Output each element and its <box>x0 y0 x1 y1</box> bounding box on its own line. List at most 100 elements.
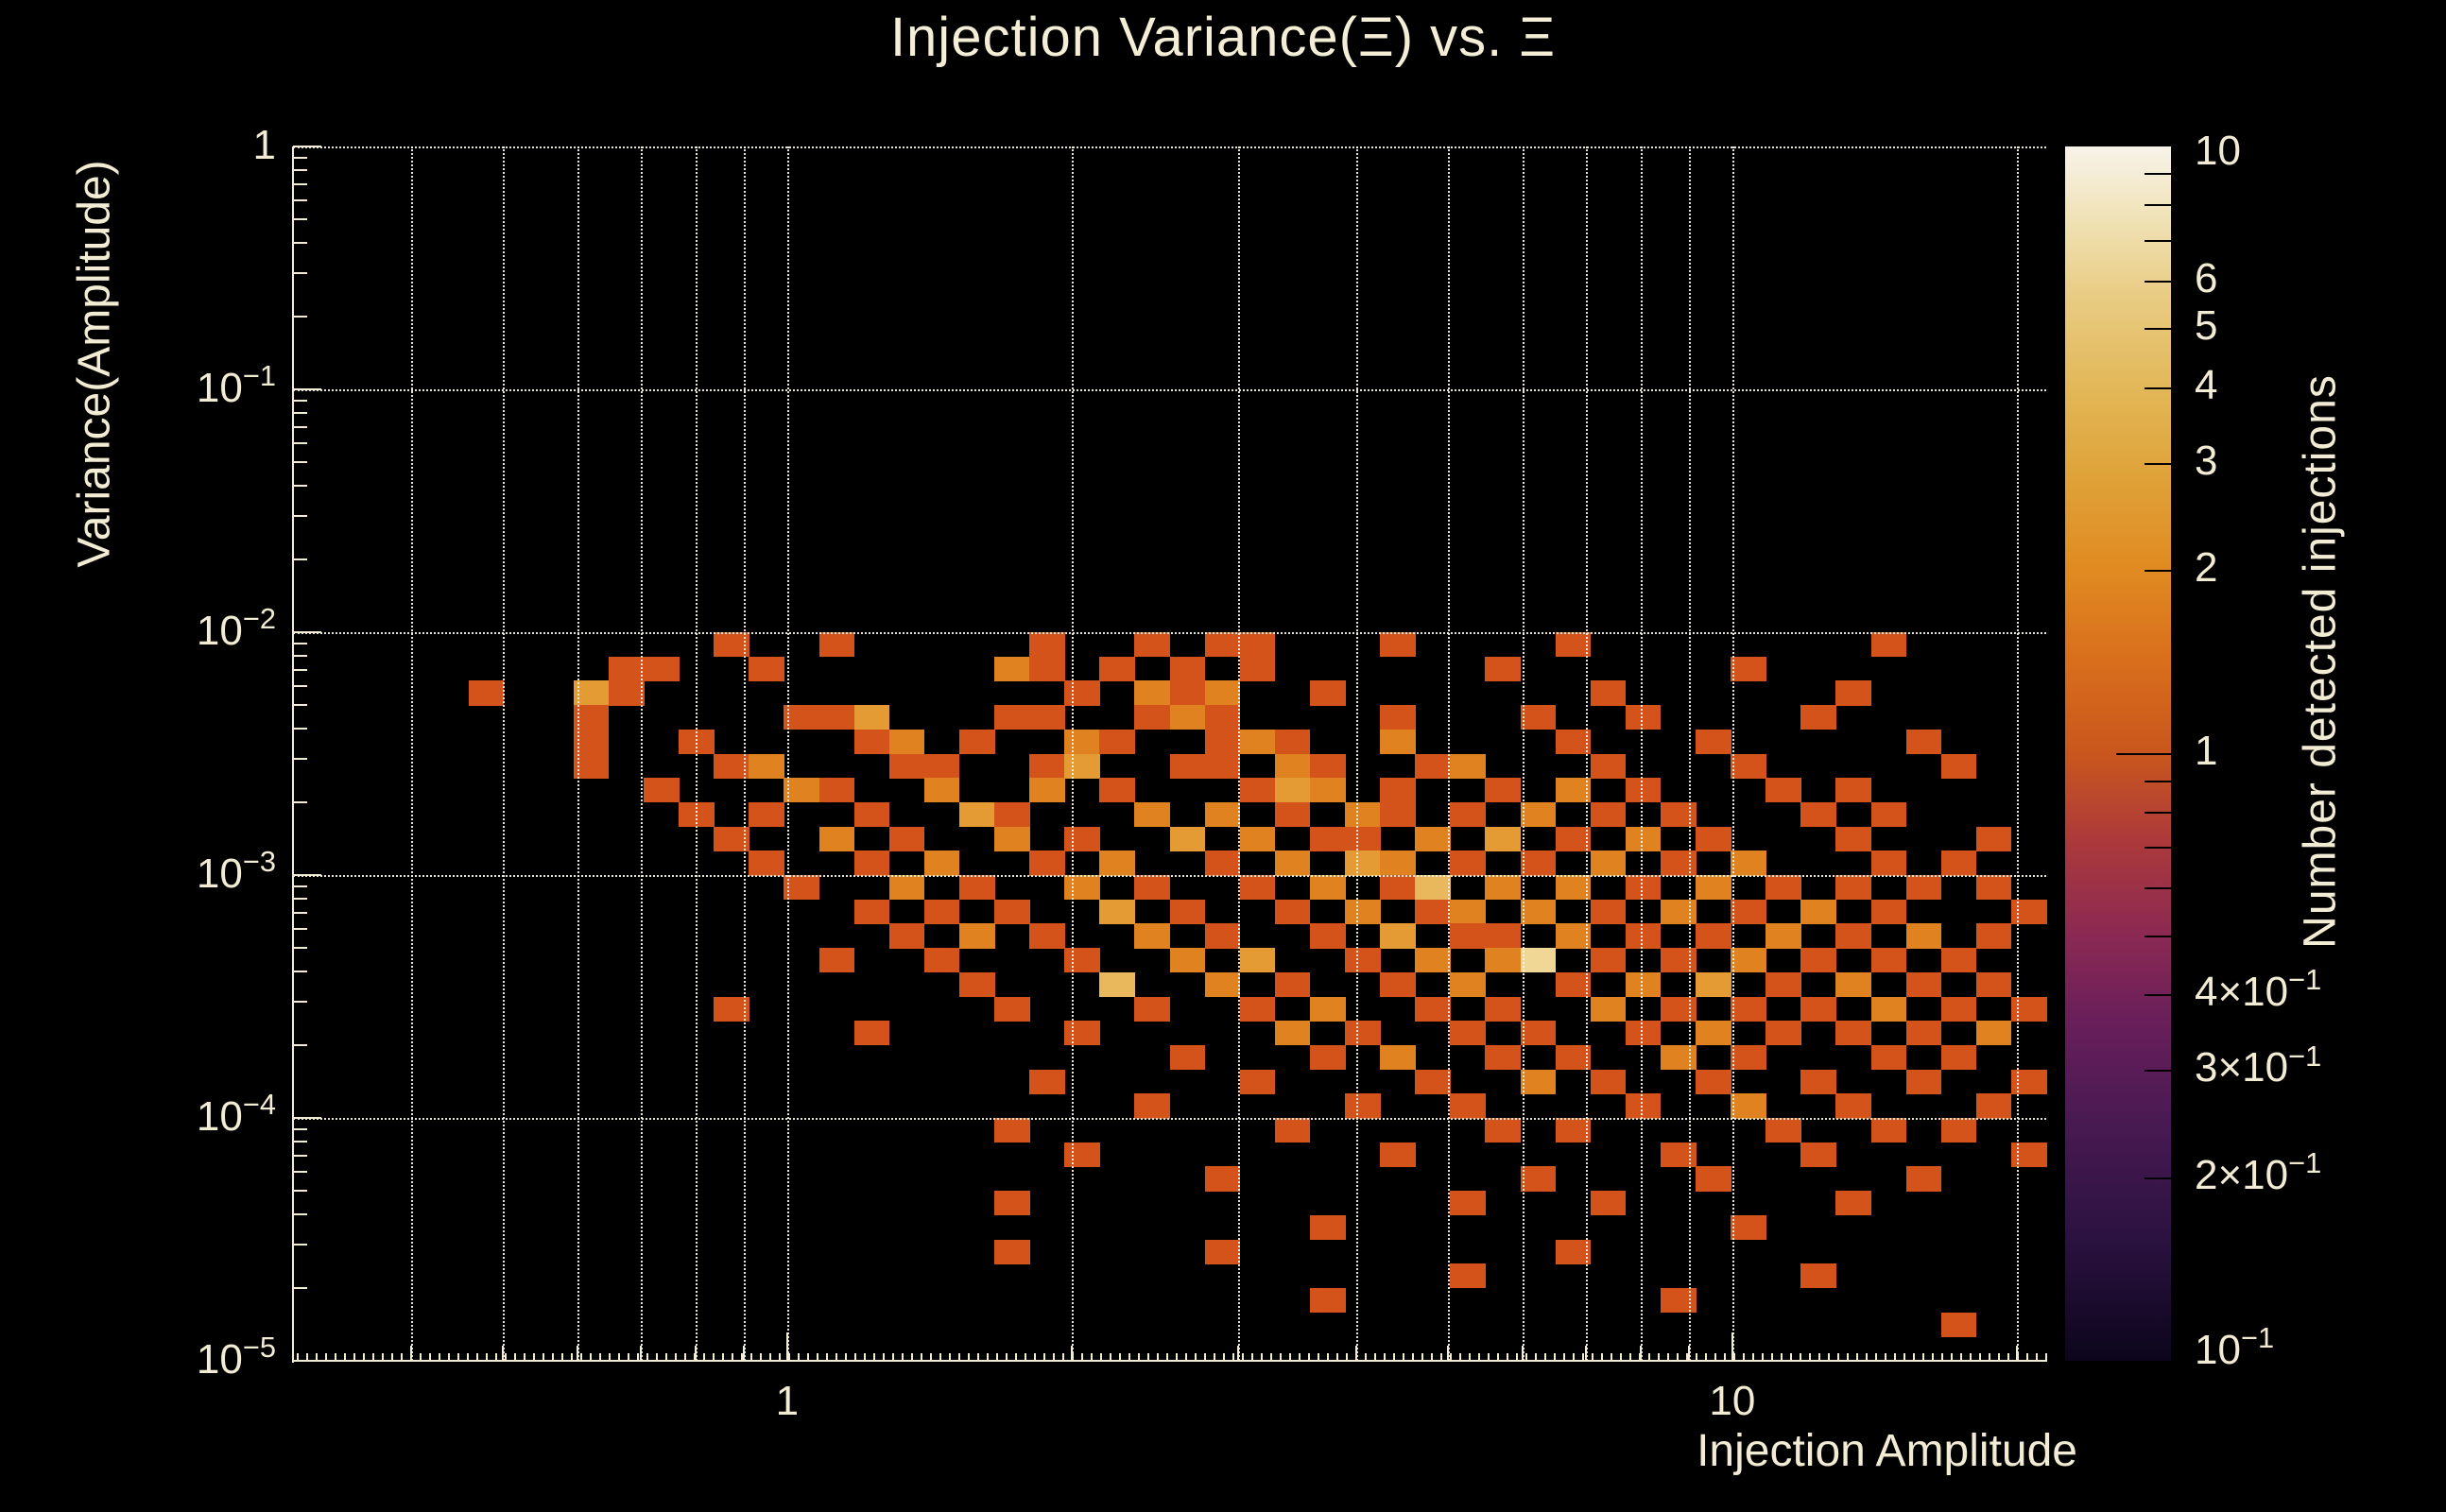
colorbar-minor-tick <box>2145 173 2171 176</box>
y-minor-tick <box>293 668 307 671</box>
x-gridline <box>744 146 747 1361</box>
x-sub-tick <box>1365 1353 1367 1361</box>
heatmap-cell <box>1731 656 1766 681</box>
heatmap-cell <box>1870 996 1907 1022</box>
heatmap-cell <box>1766 971 1801 998</box>
y-minor-tick <box>293 199 307 201</box>
y-gridline <box>293 875 2046 877</box>
x-sub-tick <box>1601 1353 1603 1361</box>
x-axis-line <box>292 1360 2047 1362</box>
heatmap-cell <box>1274 729 1311 755</box>
x-gridline <box>1689 146 1692 1361</box>
x-sub-tick <box>524 1353 525 1361</box>
colorbar-minor-tick <box>2145 570 2171 573</box>
x-gridline <box>1585 146 1588 1361</box>
heatmap-cell <box>1415 899 1451 924</box>
heatmap-cell <box>1520 1166 1557 1192</box>
y-minor-tick <box>293 1140 307 1143</box>
x-sub-tick <box>1195 1353 1197 1361</box>
x-sub-tick <box>1403 1353 1404 1361</box>
x-sub-tick <box>420 1353 422 1361</box>
heatmap-cell <box>1029 923 1065 949</box>
x-gridline-major <box>786 146 789 1361</box>
y-minor-tick <box>293 1127 307 1130</box>
x-sub-tick <box>580 1353 582 1361</box>
colorbar-tick-label: 1 <box>2195 727 2218 774</box>
heatmap-cell <box>888 826 925 851</box>
heatmap-cell <box>1905 1021 1942 1046</box>
heatmap-cell <box>1870 850 1907 876</box>
x-sub-tick <box>1535 1353 1537 1361</box>
heatmap-cell <box>1975 1021 2012 1046</box>
x-sub-tick <box>675 1353 677 1361</box>
x-sub-tick <box>353 1353 355 1361</box>
y-minor-tick <box>293 897 307 900</box>
colorbar-tick-label: 6 <box>2195 254 2218 301</box>
heatmap-cell <box>1239 875 1276 901</box>
x-sub-tick <box>873 1353 875 1361</box>
x-sub-tick <box>1289 1353 1291 1361</box>
x-minor-tick <box>2015 1346 2018 1361</box>
heatmap-cell <box>994 996 1030 1022</box>
x-sub-tick <box>1166 1353 1168 1361</box>
x-sub-tick <box>1053 1353 1055 1361</box>
x-sub-tick <box>892 1353 894 1361</box>
x-sub-tick <box>1686 1353 1688 1361</box>
heatmap-cell <box>1555 729 1592 755</box>
x-gridline <box>502 146 505 1361</box>
y-minor-tick <box>293 704 307 707</box>
heatmap-cell <box>1590 1069 1627 1094</box>
x-sub-tick <box>835 1353 837 1361</box>
heatmap-cell <box>1450 753 1486 779</box>
heatmap-cell <box>1169 948 1206 973</box>
x-sub-tick <box>1951 1353 1953 1361</box>
colorbar-tick-label: 3 <box>2195 437 2218 484</box>
x-sub-tick <box>429 1353 431 1361</box>
x-major-tick <box>1731 1332 1733 1361</box>
heatmap-cell <box>1766 1021 1801 1046</box>
x-gridline <box>2016 146 2019 1361</box>
colorbar-minor-tick <box>2145 204 2171 207</box>
chart-title: Injection Variance(Ξ) vs. Ξ <box>889 7 1557 68</box>
x-sub-tick <box>1157 1353 1159 1361</box>
heatmap-cell <box>1029 1069 1065 1094</box>
heatmap-cell <box>749 753 784 779</box>
heatmap-cell <box>1555 875 1592 901</box>
heatmap-cell <box>1064 729 1100 755</box>
heatmap-cell <box>1309 778 1346 803</box>
y-minor-tick <box>293 558 307 560</box>
heatmap-cell <box>1415 875 1451 901</box>
heatmap-cell <box>1309 1044 1346 1071</box>
heatmap-cell <box>1905 1166 1942 1192</box>
y-gridline <box>293 146 2046 148</box>
y-minor-tick <box>293 947 307 950</box>
x-sub-tick <box>1346 1353 1348 1361</box>
heatmap-cell <box>1134 705 1171 730</box>
heatmap-cell <box>1590 899 1627 924</box>
heatmap-cell <box>1309 1287 1346 1314</box>
heatmap-cell <box>1309 753 1346 779</box>
heatmap-cell <box>1309 875 1346 901</box>
heatmap-cell <box>958 729 995 755</box>
heatmap-cell <box>714 753 749 779</box>
heatmap-cell <box>1380 705 1416 730</box>
x-sub-tick <box>911 1353 913 1361</box>
x-sub-tick <box>977 1353 979 1361</box>
x-sub-tick <box>1251 1353 1253 1361</box>
heatmap-cell <box>1800 1069 1836 1094</box>
y-minor-tick <box>293 182 307 185</box>
x-sub-tick <box>1903 1353 1905 1361</box>
heatmap-cell <box>1520 1021 1557 1046</box>
x-sub-tick <box>514 1353 516 1361</box>
x-sub-tick <box>1667 1353 1669 1361</box>
x-sub-tick <box>722 1353 724 1361</box>
x-sub-tick <box>628 1353 629 1361</box>
heatmap-cell <box>1239 1069 1276 1094</box>
x-sub-tick <box>467 1353 469 1361</box>
x-sub-tick <box>741 1353 743 1361</box>
heatmap-cell <box>1940 850 1977 876</box>
heatmap-cell <box>1800 899 1836 924</box>
heatmap-cell <box>1204 971 1241 998</box>
x-sub-tick <box>1261 1353 1263 1361</box>
